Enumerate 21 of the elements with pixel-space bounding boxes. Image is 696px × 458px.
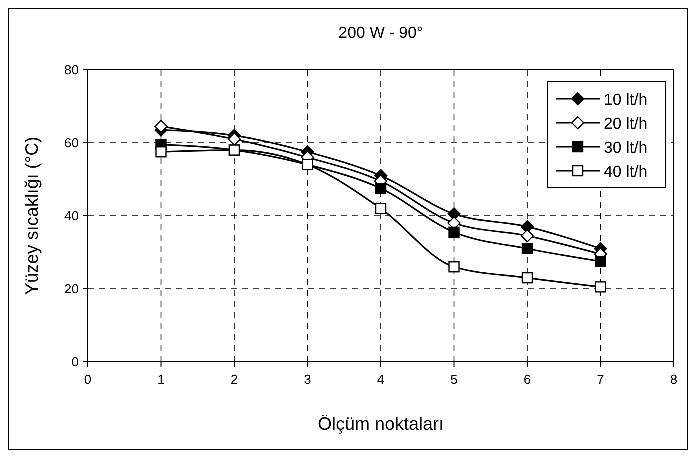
y-tick-label: 80 [64, 62, 79, 78]
y-tick-label: 60 [64, 136, 79, 150]
legend-label: 10 lt/h [604, 92, 648, 109]
x-tick-label: 8 [670, 372, 678, 387]
x-tick-label: 6 [524, 372, 532, 387]
chart-title: 200 W - 90° [338, 25, 424, 42]
legend-label: 30 lt/h [604, 140, 648, 157]
x-tick-label: 5 [450, 372, 458, 387]
legend-label: 40 lt/h [604, 164, 648, 181]
x-tick-label: 1 [158, 372, 165, 387]
x-tick-label: 4 [377, 372, 385, 387]
y-tick-label: 20 [64, 282, 79, 296]
x-axis-title: Ölçüm noktaları [318, 414, 444, 434]
y-tick-label: 0 [72, 354, 79, 370]
x-tick-label: 0 [84, 372, 92, 387]
x-tick-label: 7 [597, 372, 604, 387]
y-tick-label: 40 [64, 208, 79, 224]
x-tick-label: 2 [230, 372, 238, 387]
x-tick-label: 3 [304, 372, 312, 387]
legend-label: 20 lt/h [604, 116, 648, 133]
y-axis-title: Yüzey sıcaklığı (°C) [22, 136, 42, 296]
